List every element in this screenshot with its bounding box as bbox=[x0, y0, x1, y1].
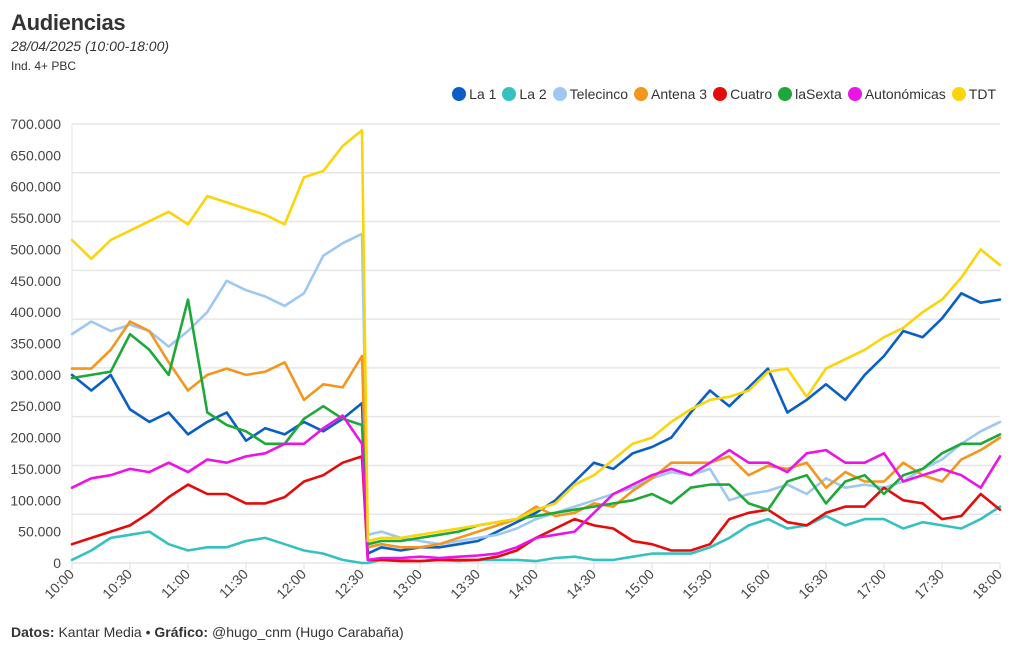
x-tick-label: 12:30 bbox=[331, 566, 367, 602]
chart-subtitle: 28/04/2025 (10:00-18:00) bbox=[11, 38, 170, 54]
gridlines bbox=[71, 123, 1000, 564]
y-tick-label: 350.000 bbox=[10, 336, 61, 352]
legend-item: La 1 bbox=[452, 86, 496, 102]
footer-grafico-value: @hugo_cnm (Hugo Carabaña) bbox=[212, 624, 404, 640]
y-tick-label: 500.000 bbox=[10, 241, 61, 257]
x-tick-label: 14:30 bbox=[563, 566, 599, 602]
y-tick-label: 450.000 bbox=[10, 273, 61, 289]
y-axis: 0 50.000 100.000 150.000 200.000 250.000 300.0… bbox=[10, 116, 61, 571]
y-tick-label: 550.000 bbox=[10, 210, 61, 226]
legend-swatch-icon bbox=[552, 87, 567, 101]
y-tick-label: 100.000 bbox=[10, 492, 61, 508]
y-tick-label: 700.000 bbox=[10, 116, 61, 132]
legend-label: laSexta bbox=[795, 86, 842, 102]
legend-item: Autonómicas bbox=[847, 86, 946, 102]
x-tick-label: 15:30 bbox=[679, 566, 715, 602]
legend-label: Autonómicas bbox=[864, 86, 946, 102]
series-line-telecinco bbox=[70, 232, 1002, 546]
series-line-lasexta bbox=[70, 298, 1002, 546]
x-axis: 10:00 10:30 11:00 11:30 12:00 12:30 13:00 13:30… bbox=[41, 563, 1005, 602]
x-tick-label: 12:00 bbox=[273, 566, 309, 602]
footer: Datos: Kantar Media • Gráfico: @hugo_cnm… bbox=[11, 624, 404, 640]
legend-item: Telecinco bbox=[552, 86, 629, 102]
x-tick-label: 17:00 bbox=[853, 566, 889, 602]
footer-datos-label: Datos: bbox=[11, 624, 55, 640]
legend: La 1 La 2 Telecinco Antena 3 Cuatro laSexta Au… bbox=[452, 86, 996, 102]
legend-swatch-icon bbox=[634, 87, 649, 101]
series-line-autonómicas bbox=[70, 414, 1002, 562]
chart-note: Ind. 4+ PBC bbox=[11, 59, 77, 73]
chart-title: Audiencias bbox=[11, 10, 126, 35]
x-tick-label: 14:00 bbox=[505, 566, 541, 602]
x-tick-label: 11:00 bbox=[158, 566, 194, 602]
y-tick-label: 0 bbox=[53, 555, 61, 571]
x-tick-label: 15:00 bbox=[621, 566, 657, 602]
x-tick-label: 18:00 bbox=[969, 566, 1005, 602]
footer-grafico-label: Gráfico: bbox=[154, 624, 209, 640]
x-tick-label: 16:30 bbox=[795, 566, 831, 602]
legend-swatch-icon bbox=[951, 87, 966, 101]
legend-swatch-icon bbox=[847, 87, 862, 101]
legend-label: Telecinco bbox=[569, 86, 629, 102]
legend-label: La 1 bbox=[469, 86, 497, 102]
x-tick-label: 17:30 bbox=[911, 566, 947, 602]
y-tick-label: 250.000 bbox=[10, 398, 61, 414]
x-tick-label: 13:00 bbox=[389, 566, 425, 602]
legend-label: La 2 bbox=[519, 86, 547, 102]
y-tick-label: 150.000 bbox=[10, 461, 61, 477]
x-tick-label: 11:30 bbox=[216, 566, 252, 602]
footer-datos-value: Kantar Media bbox=[58, 624, 142, 640]
y-tick-label: 50.000 bbox=[18, 524, 61, 540]
x-tick-label: 16:00 bbox=[737, 566, 773, 602]
y-tick-label: 650.000 bbox=[10, 147, 61, 163]
series-line-cuatro bbox=[70, 455, 1002, 563]
legend-label: TDT bbox=[968, 86, 996, 102]
y-tick-label: 600.000 bbox=[10, 179, 61, 195]
legend-swatch-icon bbox=[713, 87, 728, 101]
legend-item: TDT bbox=[951, 86, 996, 102]
legend-label: Cuatro bbox=[730, 86, 773, 102]
legend-swatch-icon bbox=[452, 87, 467, 101]
x-tick-label: 13:30 bbox=[447, 566, 483, 602]
legend-item: laSexta bbox=[778, 86, 842, 102]
legend-swatch-icon bbox=[502, 87, 517, 101]
y-tick-label: 200.000 bbox=[10, 430, 61, 446]
footer-separator: • bbox=[145, 624, 151, 640]
legend-label: Antena 3 bbox=[651, 86, 708, 102]
y-tick-label: 300.000 bbox=[10, 367, 61, 383]
y-tick-label: 400.000 bbox=[10, 304, 61, 320]
x-tick-label: 10:30 bbox=[99, 566, 135, 602]
series-line-tdt bbox=[70, 129, 1002, 543]
legend-swatch-icon bbox=[778, 87, 793, 101]
x-tick-label: 10:00 bbox=[41, 566, 77, 602]
legend-item: La 2 bbox=[502, 86, 547, 102]
legend-item: Antena 3 bbox=[634, 86, 707, 102]
series-line-la-2 bbox=[70, 505, 1002, 565]
series-lines bbox=[70, 129, 1002, 565]
legend-item: Cuatro bbox=[713, 86, 772, 102]
series-line-antena-3 bbox=[70, 320, 1002, 549]
